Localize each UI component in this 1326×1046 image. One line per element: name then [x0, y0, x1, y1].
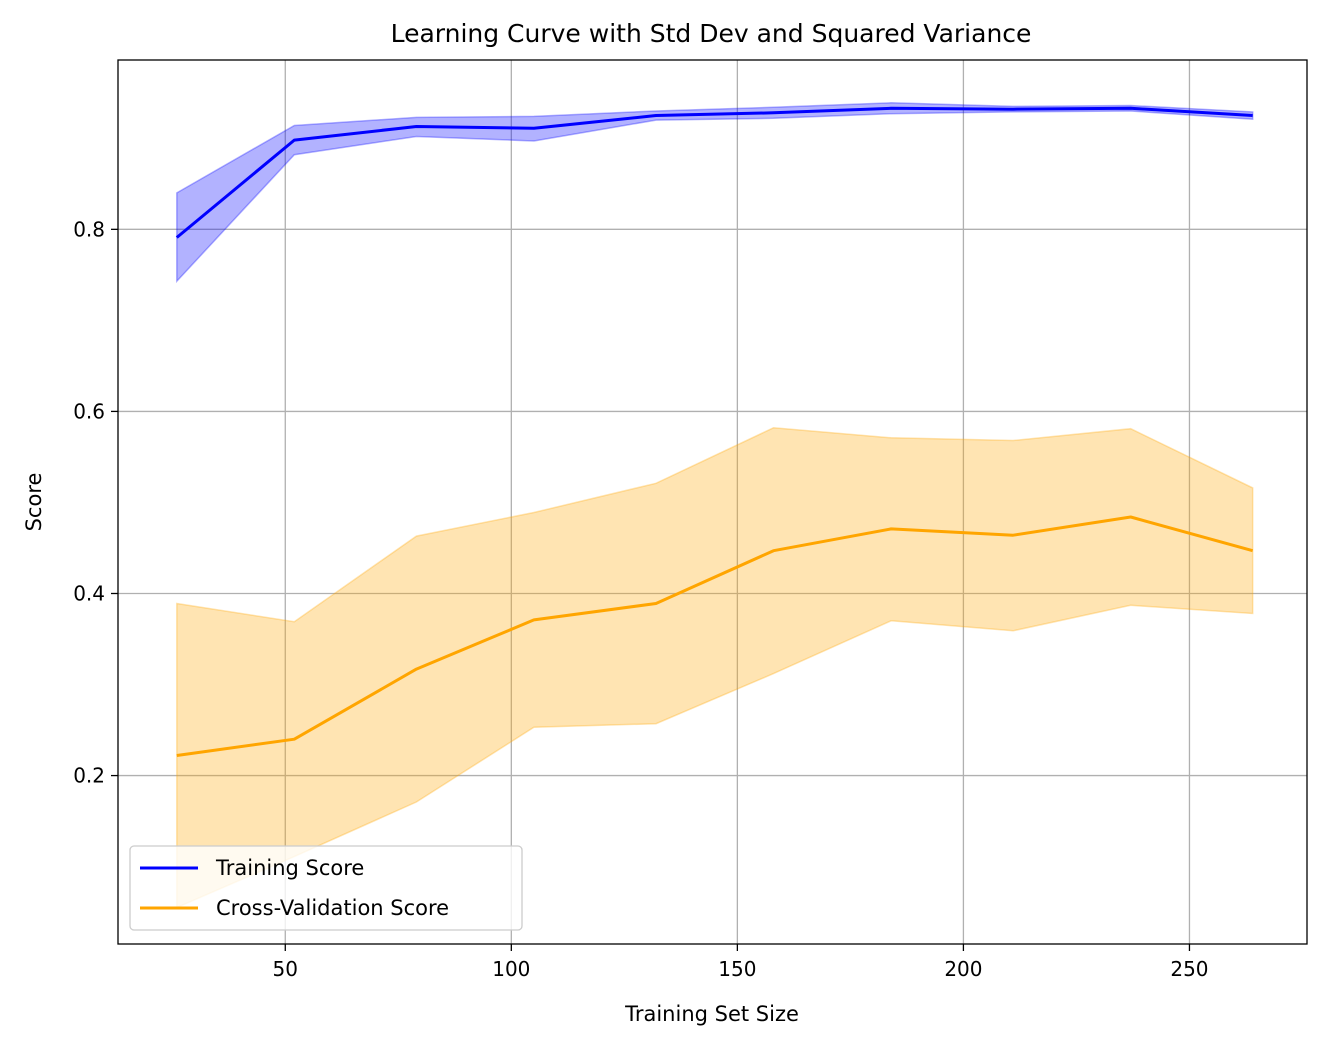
grid-lines	[118, 60, 1307, 944]
x-tick-label: 250	[1170, 957, 1208, 981]
legend-box	[129, 845, 523, 931]
x-tick-label: 150	[718, 957, 756, 981]
series-lines	[175, 106, 1254, 757]
y-tick-label: 0.6	[73, 399, 105, 423]
x-tick-label: 100	[492, 957, 530, 981]
y-tick-label: 0.4	[73, 581, 105, 605]
chart-title: Learning Curve with Std Dev and Squared …	[391, 19, 1032, 48]
y-axis-title: Score	[22, 473, 46, 532]
training-score-line	[175, 106, 1253, 239]
x-axis-ticks: 50 100 150 200 250	[273, 944, 1209, 981]
training-legend-label: Training Score	[215, 856, 364, 880]
cross-validation-std-band	[176, 427, 1254, 909]
x-tick-label: 200	[944, 957, 982, 981]
training-std-band	[176, 102, 1254, 284]
legend: Training Score Cross-Validation Score	[129, 845, 523, 931]
std-dev-bands	[176, 102, 1254, 909]
y-tick-label: 0.8	[73, 217, 105, 241]
plot-frame	[117, 59, 1308, 945]
cross-validation-legend-label: Cross-Validation Score	[216, 896, 449, 920]
cross-validation-score-line	[176, 515, 1254, 757]
y-axis-ticks: 0.2 0.4 0.6 0.8	[73, 217, 118, 788]
y-tick-label: 0.2	[73, 764, 105, 788]
x-axis-title: Training Set Size	[624, 1002, 799, 1026]
x-tick-label: 50	[273, 957, 298, 981]
